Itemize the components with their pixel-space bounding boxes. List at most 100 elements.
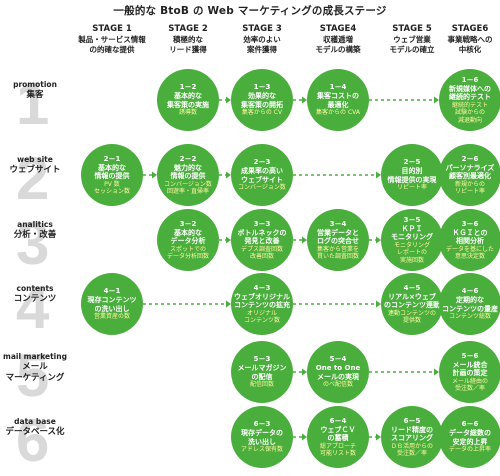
connector-arrowhead — [376, 300, 381, 308]
circle-id: 2－6 — [461, 154, 479, 163]
circle-id: 5－3 — [253, 355, 271, 364]
connector-arrowhead — [302, 368, 307, 376]
circle-metric: リピート率 — [396, 184, 427, 192]
circle-title: ウェブオリジナル コンテンツの拡充 — [234, 292, 290, 310]
stage-circle: 5－3 メールマガジン の配信 配信回数 — [231, 341, 293, 403]
circle-metric: 連動コンテンツの 提供数 — [387, 309, 436, 325]
circle-id: 3－3 — [253, 219, 271, 228]
stage-id: STAGE 3 — [242, 24, 282, 34]
circle-title: 魅力的な 情報の提供 — [170, 163, 206, 181]
stage-circle: 3－4 営業データと ログの突合せ 集客から営業を 貫いた調査回数 — [307, 209, 369, 271]
stage-header: STAGE 2 積極的な リード獲得 — [150, 24, 226, 55]
circle-metric: デプス調査回数 改善回数 — [240, 245, 283, 261]
circle-id: 2－5 — [403, 158, 421, 167]
stage-circle: 2－3 成果率の高い ウェブサイト コンバージョン数 — [231, 144, 293, 206]
row-label-ja: コンテンツ — [13, 294, 57, 304]
circle-metric: 営業資産の数 — [93, 313, 130, 321]
circle-title: パーソナライズ 顧客別最適化 — [445, 163, 495, 181]
connector-arrowhead — [226, 300, 231, 308]
stage-description: 積極的な リード獲得 — [169, 35, 207, 54]
connector-arrowhead — [376, 433, 381, 441]
circle-id: 1－6 — [461, 75, 479, 84]
circle-id: 4－1 — [103, 287, 121, 296]
circle-metric: 総アプローチ 可能リスト数 — [319, 442, 356, 458]
circle-title: 目的別 情報提供の実現 — [387, 167, 437, 184]
stage-circle: 2－5 目的別 情報提供の実現 リピート率 — [381, 144, 443, 206]
circle-id: 3－4 — [329, 219, 347, 228]
circle-title: ＫＰＩ モニタリング — [391, 224, 433, 242]
circle-title: 基本的な 情報の提供 — [94, 163, 130, 181]
circle-title: リアル×ウェブ のコンテンツ連動 — [384, 292, 440, 310]
row-number: 4 — [16, 274, 50, 341]
row-label: 4 contents コンテンツ — [0, 278, 70, 338]
stage-circle: 4－3 ウェブオリジナル コンテンツの拡充 オリジナル コンテンツ数 — [231, 273, 293, 335]
circle-id: 6－3 — [253, 420, 271, 429]
row-number: 2 — [16, 145, 50, 212]
stage-id: STAGE 2 — [168, 24, 208, 34]
circle-id: 2－1 — [103, 154, 121, 163]
stage-circle: 2－2 魅力的な 情報の提供 コンバージョン数 回遊率・直帰率 — [157, 144, 219, 206]
circle-id: 3－5 — [403, 215, 421, 224]
stage-header: STAGE6 事業戦略への 中核化 — [432, 24, 500, 55]
row-label-en: promotion — [13, 80, 57, 89]
circle-title: リード精度の スコアリング — [391, 425, 433, 443]
circle-metric: ＤＢ活用からの 受注数／率 — [390, 442, 433, 458]
row-number: 3 — [16, 210, 50, 277]
connector-arrowhead — [302, 96, 307, 104]
circle-title: One to One メールの実現 — [315, 364, 361, 381]
row-label-ja: データベース化 — [5, 427, 65, 437]
circle-id: 1－2 — [179, 83, 197, 92]
row-label-ja: 分析・改善 — [13, 230, 57, 240]
stage-circle: 6－4 ウェブＣＶ の蓄積 総アプローチ 可能リスト数 — [307, 406, 369, 468]
stage-circle: 5－6 メール統合 計画の策定 メール経由の 受注数／率 — [439, 341, 500, 403]
circle-id: 5－6 — [461, 351, 479, 360]
circle-title: データ総数の 安定的上昇 — [449, 429, 491, 446]
circle-metric: モニタリング レポートの 実施回数 — [393, 241, 430, 264]
stage-circle: 3－5 ＫＰＩ モニタリング モニタリング レポートの 実施回数 — [381, 209, 443, 271]
row-label-en: mail marketing — [3, 352, 67, 361]
circle-metric: データを基にした 意思決定数 — [445, 245, 494, 261]
connector-arrowhead — [434, 368, 439, 376]
row-label: 3 analitics 分析・改善 — [0, 214, 70, 274]
stage-id: STAGE4 — [319, 24, 357, 34]
row-number: 1 — [16, 70, 50, 137]
circle-id: 6－4 — [329, 416, 347, 425]
row-label-en: web site — [17, 155, 53, 164]
row-label: 2 web site ウェブサイト — [0, 149, 70, 209]
connector-arrowhead — [302, 236, 307, 244]
stage-circle: 2－1 基本的な 情報の提供 PV 数 セッション数 — [81, 144, 143, 206]
row-label-en: contents — [16, 284, 54, 293]
circle-title: 基本的な データ分析 — [170, 228, 206, 246]
stage-description: 効率のよい 案件獲得 — [243, 35, 281, 54]
stage-circle: 1－2 基本的な 集客策の実施 誘導数 — [157, 69, 219, 131]
stage-circle: 2－6 パーソナライズ 顧客別最適化 新規からの リピート率 — [439, 144, 500, 206]
connector-arrowhead — [302, 433, 307, 441]
circle-metric: アドレス保有数 — [240, 446, 283, 454]
circle-title: ボトルネックの 発見と改善 — [237, 228, 287, 246]
stage-circle: 4－6 定期的な コンテンツの量産 コンテンツ総数 — [439, 273, 500, 335]
row-label-ja: メール マーケティング — [5, 362, 65, 383]
circle-id: 5－4 — [329, 355, 347, 364]
circle-metric: 集客から営業を 貫いた調査回数 — [316, 245, 359, 261]
connector-arrowhead — [152, 171, 157, 179]
circle-metric: 配信回数 — [249, 381, 274, 389]
row-label-en: data base — [14, 417, 56, 426]
connector-arrowhead — [376, 236, 381, 244]
circle-metric: コンバージョン数 回遊率・直帰率 — [164, 180, 212, 196]
circle-title: 集客コストの 最適化 — [317, 92, 359, 109]
stage-id: STAGE6 — [451, 24, 489, 34]
circle-title: ＫＧＩとの 相関分析 — [452, 228, 488, 246]
stage-circle: 3－3 ボトルネックの 発見と改善 デプス調査回数 改善回数 — [231, 209, 293, 271]
connector-arrowhead — [226, 96, 231, 104]
stage-description: 事業戦略への 中核化 — [447, 35, 493, 54]
stage-circle: 5－4 One to One メールの実現 のべ配信数 — [307, 341, 369, 403]
connector-arrowhead — [376, 171, 381, 179]
row-number: 6 — [16, 407, 50, 474]
stage-header: STAGE 3 効率のよい 案件獲得 — [224, 24, 300, 55]
circle-metric: 継続的テスト 試験からの 減退動向 — [451, 101, 488, 124]
row-label: 6 data base データベース化 — [0, 411, 70, 471]
stage-circle: 1－6 新規媒体への 継続的テスト 継続的テスト 試験からの 減退動向 — [439, 69, 500, 131]
page-title: 一般的な BtoB の Web マーケティングの成長ステージ — [113, 5, 387, 17]
stage-id: STAGE 1 — [92, 24, 132, 34]
circle-metric: PV 数 セッション数 — [93, 180, 130, 196]
